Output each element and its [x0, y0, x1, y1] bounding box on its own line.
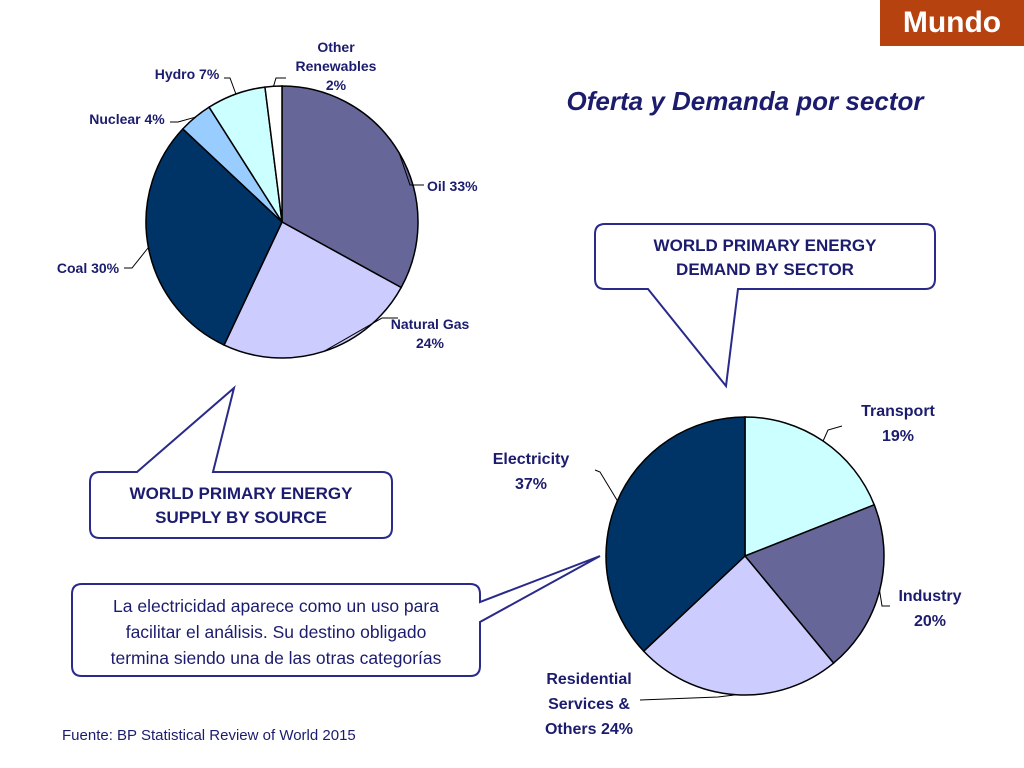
undefined-slice-oil: [281, 85, 419, 289]
undefined-label-industry: Industry 20%: [898, 588, 961, 630]
undefined-leader-industry: [879, 590, 890, 607]
demand-callout: WORLD PRIMARY ENERGY DEMAND BY SECTOR: [594, 223, 936, 389]
undefined-label-transport: Transport 19%: [861, 403, 935, 445]
undefined-slice-electricity: [605, 416, 746, 653]
region-badge: Mundo: [880, 0, 1024, 46]
undefined-leader-hydro: [224, 77, 237, 95]
undefined-label-hydro: Hydro 7%: [155, 66, 220, 82]
undefined-slice-transport: [744, 416, 876, 558]
undefined-leader-nuclear: [170, 116, 196, 123]
supply-callout-bubble: [89, 385, 393, 539]
slide-title: Oferta y Demanda por sector: [566, 86, 924, 116]
undefined-slice-industry: [743, 503, 885, 665]
electricity-note-line1: La electricidad aparece como un uso para: [113, 596, 439, 616]
demand-pie-chart: Transport 19% Industry 20% Residential Servic…: [493, 403, 962, 738]
undefined-slice-coal: [145, 127, 283, 347]
demand-callout-line1: WORLD PRIMARY ENERGY: [654, 236, 878, 255]
electricity-note-line2: facilitar el análisis. Su destino obliga…: [126, 622, 427, 642]
supply-callout: WORLD PRIMARY ENERGY SUPPLY BY SOURCE: [89, 385, 393, 539]
electricity-note: La electricidad aparece como un uso para…: [71, 555, 601, 677]
undefined-label-other-renewables: Other Renewables 2%: [296, 39, 377, 93]
undefined-label-coal: Coal 30%: [57, 260, 120, 276]
electricity-note-bubble: [71, 555, 601, 677]
demand-callout-line2: DEMAND BY SECTOR: [676, 260, 854, 279]
undefined-leader-transport: [822, 425, 843, 442]
undefined-label-oil: Oil 33%: [427, 178, 478, 194]
undefined-leader-other-renewables: [273, 77, 286, 87]
source-note: Fuente: BP Statistical Review of World 2…: [62, 727, 356, 744]
supply-pie-chart: Oil 33% Natural Gas 24% Coal 30% Nuclear 4% H…: [57, 39, 478, 359]
demand-callout-bubble: [594, 223, 936, 389]
electricity-note-line3: termina siendo una de las otras categorí…: [111, 648, 442, 668]
undefined-leader-oil: [398, 152, 424, 186]
undefined-leader-coal: [124, 247, 149, 269]
undefined-leader-natural-gas: [323, 317, 398, 352]
undefined-label-natural-gas: Natural Gas 24%: [391, 316, 470, 351]
supply-callout-line2: SUPPLY BY SOURCE: [155, 508, 327, 527]
undefined-leader-electricity: [594, 469, 618, 502]
undefined-slice-natural-gas: [223, 220, 403, 359]
undefined-label-electricity: Electricity 37%: [493, 451, 570, 493]
undefined-label-nuclear: Nuclear 4%: [89, 111, 165, 127]
undefined-leader-residential-services-others: [639, 694, 737, 701]
undefined-label-residential-services-others: Residential Services & Others 24%: [545, 671, 633, 738]
supply-callout-line1: WORLD PRIMARY ENERGY: [130, 484, 354, 503]
